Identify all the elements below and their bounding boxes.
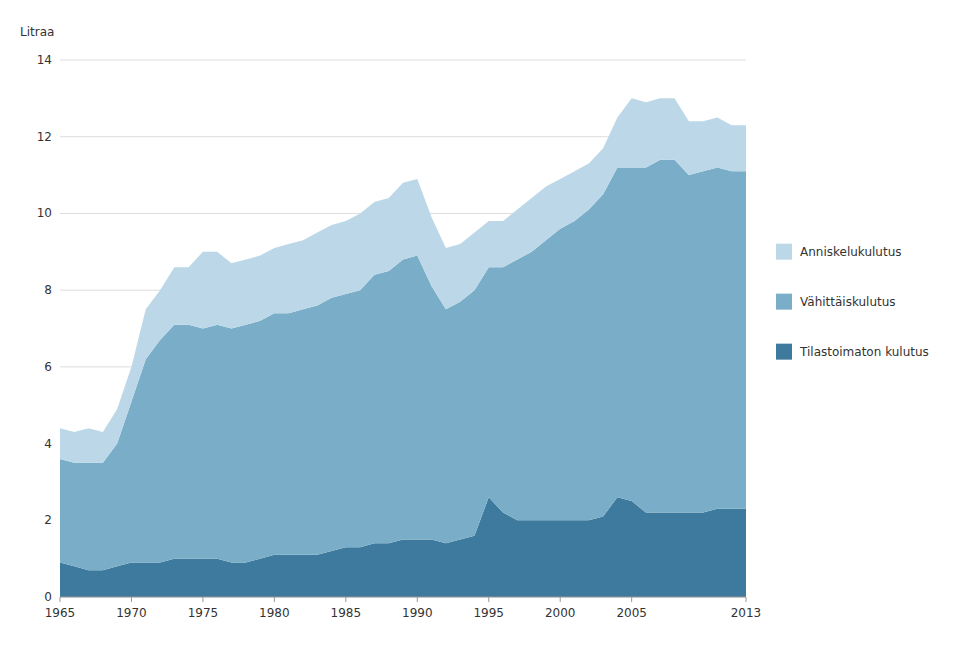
y-tick-label: 4 <box>44 437 52 451</box>
y-tick-label: 8 <box>44 283 52 297</box>
legend-swatch <box>776 344 792 360</box>
x-tick-label: 2000 <box>545 606 576 620</box>
x-tick-label: 1995 <box>473 606 504 620</box>
legend-label: Anniskelukulutus <box>800 245 902 259</box>
legend-label: Tilastoimaton kulutus <box>799 345 929 359</box>
legend-swatch <box>776 294 792 310</box>
x-tick-label: 1975 <box>188 606 219 620</box>
x-tick <box>274 597 275 602</box>
x-tick <box>202 597 203 602</box>
y-grid <box>60 60 746 597</box>
legend: Anniskelukulutus Vähittäiskulutus Tilastoi… <box>776 244 929 360</box>
y-tick-label: 12 <box>37 130 52 144</box>
x-tick <box>488 597 489 602</box>
x-tick-label: 1980 <box>259 606 290 620</box>
chart-container: 0 2 4 6 8 10 12 14 1965 1970 1975 1980 1985 1990 1995 2… <box>0 0 976 657</box>
x-tick <box>60 597 61 602</box>
x-tick-label: 1990 <box>402 606 433 620</box>
x-tick <box>560 597 561 602</box>
x-tick <box>631 597 632 602</box>
x-tick-label: 2013 <box>731 606 762 620</box>
x-tick-label: 2005 <box>616 606 647 620</box>
legend-label: Vähittäiskulutus <box>800 295 896 309</box>
x-tick-label: 1985 <box>331 606 362 620</box>
y-axis-label: Litraa <box>20 25 54 39</box>
x-tick <box>131 597 132 602</box>
y-tick-label: 6 <box>44 360 52 374</box>
x-tick-label: 1965 <box>45 606 76 620</box>
x-tick <box>345 597 346 602</box>
x-axis-line <box>60 597 746 598</box>
x-tick-label: 1970 <box>116 606 147 620</box>
x-tick <box>746 597 747 602</box>
grid-line <box>60 60 746 61</box>
areas <box>60 98 746 597</box>
x-tick <box>417 597 418 602</box>
area-series <box>60 98 746 462</box>
y-tick-label: 14 <box>37 53 52 67</box>
y-tick-label: 10 <box>37 206 52 220</box>
grid-line <box>60 597 746 598</box>
chart-svg: 0 2 4 6 8 10 12 14 1965 1970 1975 1980 1985 1990 1995 2… <box>0 0 976 657</box>
y-tick-label: 0 <box>44 590 52 604</box>
legend-swatch <box>776 244 792 260</box>
y-tick-label: 2 <box>44 513 52 527</box>
